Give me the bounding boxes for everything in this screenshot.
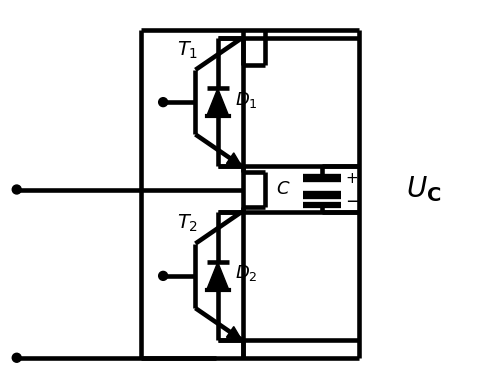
Circle shape	[158, 271, 168, 280]
Text: $T_1$: $T_1$	[178, 39, 199, 61]
Text: $T_2$: $T_2$	[178, 213, 199, 234]
Text: $D_2$: $D_2$	[234, 263, 257, 283]
Circle shape	[158, 98, 168, 106]
Polygon shape	[226, 327, 242, 340]
Polygon shape	[207, 262, 229, 290]
Text: $+$: $+$	[345, 171, 358, 186]
Polygon shape	[207, 88, 229, 116]
Text: $\mathit{U}_{\mathbf{C}}$: $\mathit{U}_{\mathbf{C}}$	[406, 174, 442, 204]
Circle shape	[12, 353, 21, 362]
Text: $C$: $C$	[276, 180, 290, 198]
Text: $-$: $-$	[345, 191, 360, 209]
Circle shape	[12, 185, 21, 194]
Text: $D_1$: $D_1$	[234, 90, 258, 110]
Polygon shape	[226, 153, 242, 166]
